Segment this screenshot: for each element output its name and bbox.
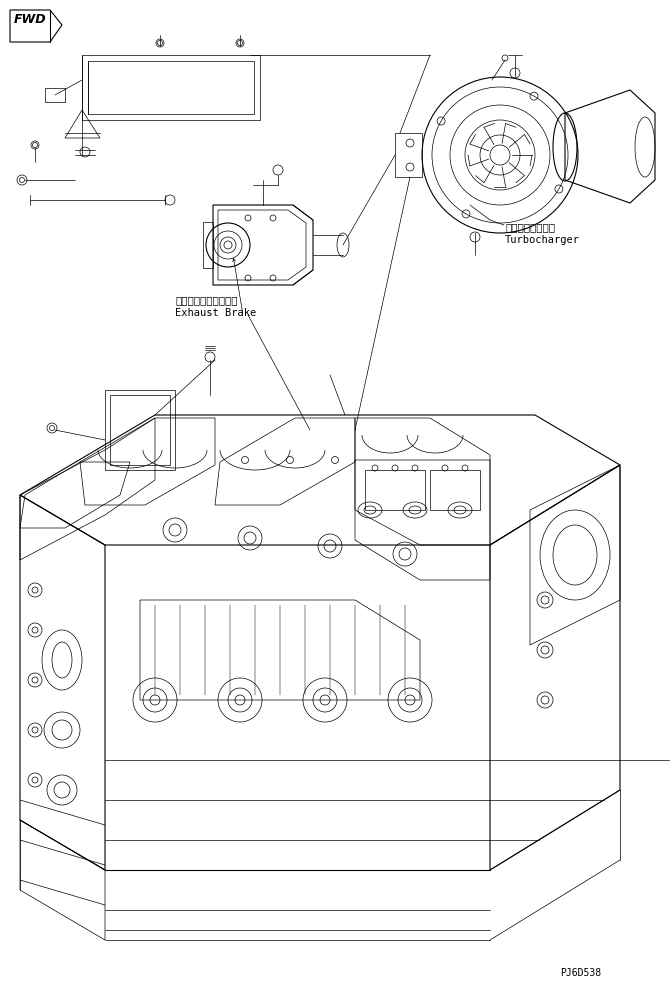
Bar [105, 390, 175, 470]
Text: FWD: FWD [14, 13, 46, 26]
Text: ターボチャージャ: ターボチャージャ [505, 222, 555, 232]
Bar [110, 395, 170, 465]
Text: Exhaust Brake: Exhaust Brake [175, 308, 256, 318]
Text: PJ6D538: PJ6D538 [560, 968, 601, 978]
Polygon shape [10, 10, 62, 42]
Bar [430, 470, 480, 510]
Text: Turbocharger: Turbocharger [505, 235, 580, 245]
Text: エキゾーストブレーキ: エキゾーストブレーキ [175, 295, 238, 305]
Bar [365, 470, 425, 510]
